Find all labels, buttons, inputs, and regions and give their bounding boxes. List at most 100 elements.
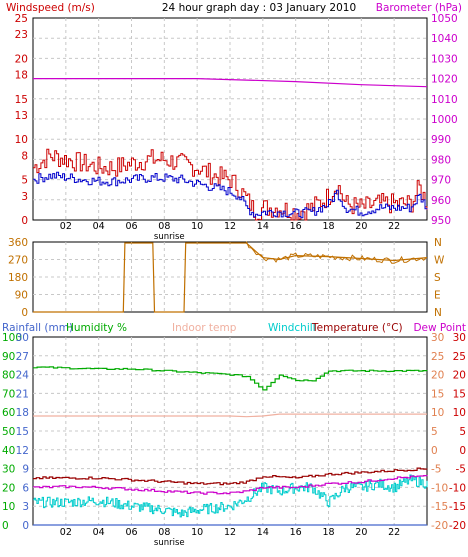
y-tick-rainfall: 12 (16, 445, 29, 457)
y-tick-humidity: 20 (2, 482, 15, 494)
x-tick-label: 22 (388, 527, 400, 538)
y-tick-temperature: -20 (449, 520, 466, 532)
y-tick-humidity: 80 (2, 370, 15, 382)
x-tick-label: 14 (257, 221, 269, 232)
panel-1-series (33, 78, 428, 221)
y-tick-indoor: 20 (431, 370, 444, 382)
x-tick-label: 12 (224, 221, 236, 232)
x-tick-label: 22 (388, 221, 400, 232)
y-tick-barometer: 1000 (431, 114, 458, 126)
y-tick-indoor: 30 (431, 332, 444, 344)
y-tick-humidity: 0 (2, 520, 9, 532)
y-tick-temperature: 20 (453, 370, 466, 382)
y-tick-humidity: 90 (2, 351, 15, 363)
y-tick-rainfall: 21 (16, 388, 29, 400)
y-tick-humidity: 30 (2, 464, 15, 476)
x-tick-label: 10 (191, 221, 203, 232)
y-tick-barometer: 1040 (431, 33, 458, 45)
y-tick-temperature: 15 (453, 388, 466, 400)
y-tick-temperature: 5 (459, 426, 466, 438)
y-tick-windspeed: 23 (15, 29, 28, 41)
y-tick-rainfall: 0 (22, 520, 29, 532)
x-tick-label: 08 (158, 527, 170, 538)
panel-3-grid (33, 337, 427, 525)
y-tick-indoor: -10 (431, 482, 448, 494)
y-tick-direction: 360 (8, 237, 28, 249)
y-tick-barometer: 1020 (431, 74, 458, 86)
panel-2-series (33, 241, 428, 313)
x-tick-label: 16 (290, 221, 302, 232)
temperature-legend: Temperature (°C) (311, 322, 403, 334)
y-tick-barometer: 1030 (431, 53, 458, 65)
windspeed-legend: Windspeed (m/s) (6, 2, 95, 14)
y-tick-indoor: 25 (431, 351, 444, 363)
x-tick-label: 04 (93, 221, 105, 232)
y-tick-temperature: 25 (453, 351, 466, 363)
indoor-temp-legend: Indoor temp (172, 322, 237, 334)
x-tick-label: 16 (290, 527, 302, 538)
y-tick-rainfall: 24 (16, 370, 30, 382)
y-tick-temperature: 30 (453, 332, 466, 344)
y-tick-windspeed: 5 (21, 175, 28, 187)
y-tick-barometer: 1010 (431, 94, 458, 106)
x-tick-label: 10 (191, 527, 203, 538)
x-tick-label: 18 (322, 221, 334, 232)
y-tick-windspeed: 8 (21, 150, 28, 162)
page-title: 24 hour graph day : 03 January 2010 (162, 2, 356, 14)
y-tick-windspeed: 0 (21, 215, 28, 227)
y-tick-temperature: 10 (453, 407, 466, 419)
y-tick-barometer: 980 (431, 154, 451, 166)
sunrise-label: sunrise (154, 232, 185, 242)
panel-1-axes: 0358101315182023259509609709809901000101… (15, 13, 458, 242)
y-tick-windspeed: 10 (15, 134, 28, 146)
x-tick-label: 08 (158, 221, 170, 232)
y-tick-direction: 90 (15, 290, 28, 302)
y-tick-temperature: -5 (456, 464, 466, 476)
sunrise-label: sunrise (154, 538, 185, 548)
y-tick-compass: N (434, 307, 442, 319)
y-tick-barometer: 960 (431, 195, 451, 207)
panel-3-series (33, 366, 428, 526)
y-tick-temperature: -10 (449, 482, 466, 494)
y-tick-rainfall: 15 (16, 426, 29, 438)
y-tick-direction: 270 (8, 255, 28, 267)
y-tick-temperature: -15 (449, 501, 466, 513)
dew-point-legend: Dew Point (413, 322, 466, 334)
y-tick-indoor: 15 (431, 388, 444, 400)
dew-point-line (33, 475, 428, 495)
y-tick-windspeed: 25 (15, 13, 28, 25)
barometer-line (33, 78, 428, 88)
y-tick-humidity: 60 (2, 407, 15, 419)
y-tick-humidity: 100 (2, 332, 22, 344)
y-tick-humidity: 50 (2, 426, 15, 438)
humidity-line (33, 366, 428, 391)
humidity-legend: Humidity % (66, 322, 127, 334)
y-tick-rainfall: 30 (16, 332, 29, 344)
y-tick-indoor: -20 (431, 520, 448, 532)
x-tick-label: 02 (60, 221, 72, 232)
windspeed-line (33, 148, 428, 221)
y-tick-compass: E (434, 290, 441, 302)
y-tick-temperature: 0 (459, 445, 466, 457)
indoor-temp-line (33, 413, 427, 418)
windspeed-average-line (33, 171, 428, 219)
x-tick-label: 18 (322, 527, 334, 538)
x-tick-label: 20 (355, 221, 367, 232)
y-tick-compass: W (434, 255, 445, 267)
y-tick-compass: N (434, 237, 442, 249)
x-tick-label: 14 (257, 527, 269, 538)
y-tick-indoor: 0 (431, 445, 438, 457)
y-tick-indoor: -5 (431, 464, 441, 476)
y-tick-barometer: 970 (431, 175, 451, 187)
y-tick-rainfall: 27 (16, 351, 29, 363)
y-tick-rainfall: 18 (16, 407, 29, 419)
x-tick-label: 06 (125, 527, 137, 538)
y-tick-barometer: 950 (431, 215, 451, 227)
y-tick-rainfall: 3 (22, 501, 29, 513)
y-tick-indoor: -15 (431, 501, 448, 513)
y-tick-humidity: 10 (2, 501, 15, 513)
y-tick-indoor: 10 (431, 407, 444, 419)
